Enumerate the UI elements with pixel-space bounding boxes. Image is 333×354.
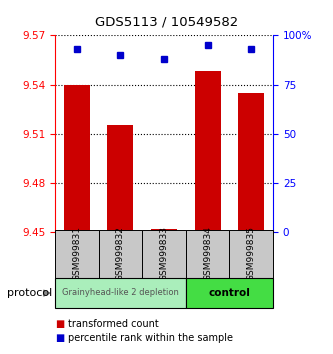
Text: GSM999835: GSM999835 (247, 227, 256, 281)
Text: protocol: protocol (7, 288, 52, 298)
Text: GSM999831: GSM999831 (72, 227, 81, 281)
Text: ■: ■ (55, 319, 64, 329)
Bar (151, 229, 177, 232)
Text: percentile rank within the sample: percentile rank within the sample (68, 333, 233, 343)
Bar (229, 230, 273, 278)
Text: GDS5113 / 10549582: GDS5113 / 10549582 (95, 16, 238, 29)
Text: transformed count: transformed count (68, 319, 159, 329)
Text: GSM999832: GSM999832 (116, 227, 125, 281)
Bar (107, 125, 134, 232)
Bar (55, 278, 186, 308)
Text: GSM999834: GSM999834 (203, 227, 212, 281)
Text: ■: ■ (55, 333, 64, 343)
Text: Grainyhead-like 2 depletion: Grainyhead-like 2 depletion (62, 289, 179, 297)
Bar (64, 85, 90, 232)
Bar (194, 72, 221, 232)
Bar (55, 230, 99, 278)
Text: control: control (208, 288, 250, 298)
Bar (99, 230, 142, 278)
Text: GSM999833: GSM999833 (160, 227, 168, 281)
Bar (142, 230, 186, 278)
Bar (186, 230, 229, 278)
Bar (186, 278, 273, 308)
Bar (238, 93, 264, 232)
